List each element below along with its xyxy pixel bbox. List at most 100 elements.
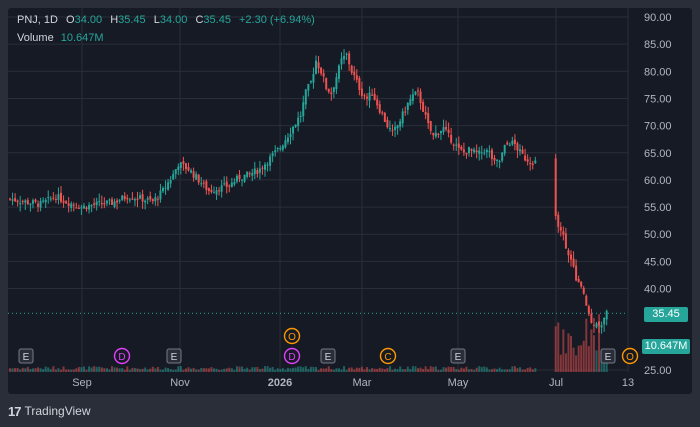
volume-bar xyxy=(93,366,96,372)
volume-bar xyxy=(417,368,419,372)
candle-body xyxy=(445,126,448,130)
candle-body xyxy=(128,199,131,201)
volume-bar xyxy=(103,368,106,372)
candle-body xyxy=(26,200,29,205)
candle-body xyxy=(498,161,501,163)
volume-bar xyxy=(399,366,402,372)
symbol-name[interactable]: PNJ xyxy=(17,14,38,26)
volume-bar xyxy=(136,368,139,372)
volume-bar xyxy=(348,367,351,372)
candle-body xyxy=(439,130,442,134)
volume-bar xyxy=(330,369,333,372)
candle-body xyxy=(121,195,124,200)
candle-body xyxy=(213,192,215,194)
volume-bar xyxy=(90,367,93,372)
x-axis-label: Mar xyxy=(353,377,372,389)
candle-body xyxy=(473,149,476,153)
candle-body xyxy=(373,93,376,100)
candle-body xyxy=(340,58,343,65)
volume-bar xyxy=(396,369,399,372)
volume-bar xyxy=(452,366,455,372)
volume-bar xyxy=(414,366,417,372)
y-axis-tick-label: 80.00 xyxy=(644,66,672,78)
candle-body xyxy=(490,149,493,160)
volume-bar xyxy=(442,367,445,372)
candle-body xyxy=(366,96,368,99)
event-marker-label: E xyxy=(605,352,612,363)
volume-bar xyxy=(123,369,126,372)
volume-bar xyxy=(156,366,159,372)
volume-bar xyxy=(427,369,430,372)
candle-body xyxy=(177,166,180,170)
candle-body xyxy=(557,214,560,227)
candle-body xyxy=(465,152,468,155)
candle-body xyxy=(322,73,325,77)
volume-bar xyxy=(162,369,164,372)
candle-body xyxy=(126,198,129,200)
candle-body xyxy=(289,134,292,138)
high-label: H xyxy=(110,14,119,26)
footer: 17 TradingView xyxy=(8,400,91,422)
volume-bar xyxy=(575,355,578,372)
volume-bar xyxy=(524,369,527,372)
candle-body xyxy=(564,233,567,249)
volume-bar xyxy=(521,369,524,372)
volume-bar xyxy=(383,369,386,372)
candle-body xyxy=(422,102,425,112)
candle-body xyxy=(235,175,238,182)
y-axis-tick-label: 25.00 xyxy=(644,365,672,377)
volume-bar xyxy=(62,366,65,372)
event-marker-corporate-icon xyxy=(379,347,397,365)
candle-body xyxy=(605,310,608,320)
volume-bar xyxy=(42,369,45,372)
volume-bar xyxy=(80,367,83,372)
volume-bar xyxy=(554,326,557,372)
volume-bar xyxy=(434,366,437,372)
volume-bar xyxy=(386,368,389,372)
x-axis-label: May xyxy=(448,377,469,389)
candle-body xyxy=(388,128,391,130)
candle-body xyxy=(480,152,483,154)
volume-bar xyxy=(307,368,310,372)
event-marker-label: E xyxy=(455,352,462,363)
candle-body xyxy=(531,163,534,166)
volume-bar xyxy=(207,368,210,372)
candle-body xyxy=(90,205,93,207)
candle-body xyxy=(483,152,486,154)
interval-label[interactable]: 1D xyxy=(43,14,58,26)
low-label: L xyxy=(153,14,160,26)
y-axis-tick-label: 90.00 xyxy=(644,12,672,24)
candle-body xyxy=(77,207,80,209)
price-chart[interactable]: 90.00 85.00 80.00 75.00 70.00 65.00 60.00 55.00… xyxy=(8,8,692,394)
volume-bar xyxy=(388,366,391,372)
chart-panel[interactable]: 90.00 85.00 80.00 75.00 70.00 65.00 60.00 55.00… xyxy=(8,8,692,394)
volume-bar xyxy=(47,367,50,372)
volume-bar xyxy=(332,369,335,372)
volume-bar xyxy=(337,368,340,372)
volume-bar xyxy=(184,368,187,372)
candle-body xyxy=(37,203,40,207)
volume-bar xyxy=(470,369,473,372)
event-marker-other-icon xyxy=(283,327,301,345)
volume-bar xyxy=(529,367,532,372)
volume-bar xyxy=(118,368,121,372)
volume-bar xyxy=(220,369,223,372)
candle-body xyxy=(317,62,320,69)
tradingview-logo-icon[interactable]: 17 xyxy=(8,403,22,419)
candle-body xyxy=(70,203,73,208)
volume-bar xyxy=(577,345,580,372)
volume-bar xyxy=(572,347,575,372)
candle-body xyxy=(24,200,27,203)
volume-bar xyxy=(29,369,32,372)
candle-body xyxy=(294,124,297,128)
change-value: +2.30 (+6.94%) xyxy=(239,14,315,26)
tradingview-brand[interactable]: TradingView xyxy=(24,404,91,418)
candle-body xyxy=(133,199,136,201)
volume-bar xyxy=(248,369,251,372)
ohlc-legend: PNJ, 1D O34.00 H35.45 L34.00 C35.45 +2.3… xyxy=(17,14,315,26)
candle-body xyxy=(368,92,371,101)
candle-body xyxy=(67,203,70,206)
volume-bar xyxy=(406,366,409,372)
volume-bar xyxy=(121,368,124,372)
volume-bar xyxy=(409,368,412,372)
